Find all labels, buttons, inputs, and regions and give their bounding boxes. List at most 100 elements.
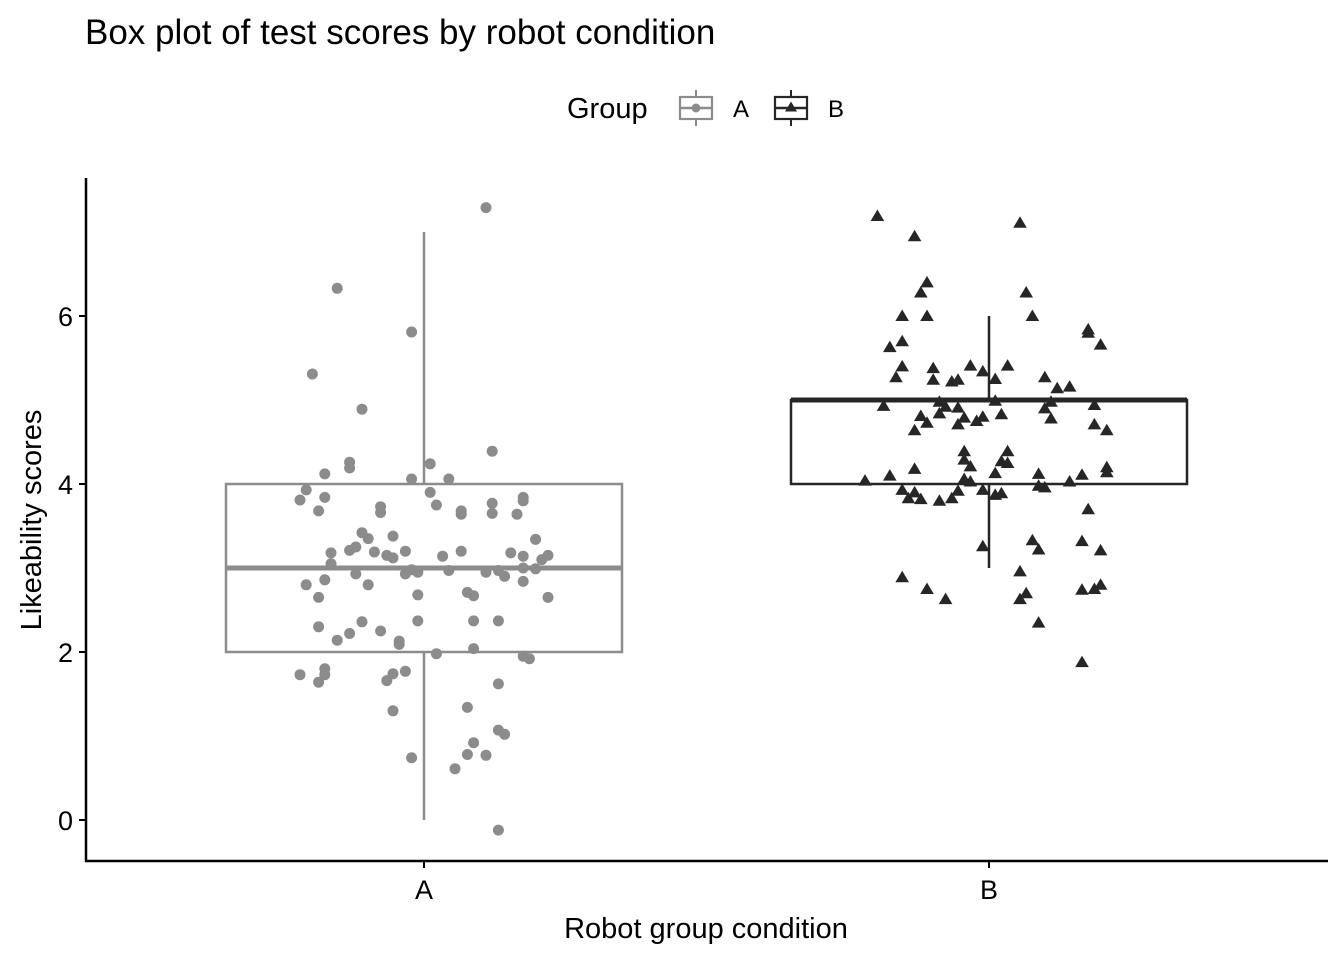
points-group-b [858,209,1114,668]
data-point-b [920,416,934,428]
data-point-b [1093,543,1108,556]
data-point-a [499,570,511,582]
data-point-b [957,453,971,465]
data-point-b [883,469,897,481]
data-point-b [895,570,909,583]
data-point-b [1093,338,1108,350]
data-point-a [306,368,318,380]
data-point-b [1087,398,1102,410]
data-point-b [1019,586,1033,599]
data-point-b [932,395,947,407]
data-point-b [858,474,872,486]
data-point-a [455,508,467,520]
data-point-a [313,505,325,517]
data-point-b [988,372,1002,384]
data-point-a [356,403,368,415]
data-point-b [1075,534,1089,547]
data-point-a [344,628,356,639]
data-point-b [1087,417,1102,430]
data-point-a [399,545,411,557]
data-point-b [920,275,934,288]
data-point-a [517,562,529,574]
legend-key-a-marker [691,103,701,113]
data-point-b [914,409,928,421]
data-point-a [362,533,374,545]
data-point-b [1075,583,1089,595]
data-point-a [300,484,312,496]
data-point-a [350,568,362,580]
data-point-b [895,359,909,372]
data-point-a [536,554,548,566]
points-group-a [294,202,554,836]
data-point-a [387,705,399,717]
data-point-a [530,533,542,545]
data-point-a [319,574,331,586]
data-point-a [468,643,480,655]
data-point-a [313,676,325,688]
data-point-a [486,507,498,519]
data-point-a [381,549,393,561]
data-point-b [895,334,909,347]
data-point-b [1031,467,1046,479]
data-point-a [412,615,424,627]
data-point-b [901,491,916,504]
data-point-b [889,370,903,383]
legend: Group A B [567,90,844,126]
legend-label-a: A [733,96,749,123]
data-point-b [1044,412,1058,424]
data-point-b [1000,444,1015,457]
data-point-a [313,591,325,603]
data-point-b [1000,456,1015,468]
y-tick-label: 2 [58,638,73,668]
data-point-a [300,579,312,591]
data-point-a [387,530,399,542]
data-point-b [920,309,934,321]
data-point-b [895,483,909,495]
data-point-a [542,591,554,603]
box-group-a [224,232,624,820]
data-point-b [1038,370,1052,383]
data-point-b [957,411,971,423]
plot-area [224,202,1189,836]
data-point-b [914,286,928,298]
data-point-b [951,484,965,496]
data-point-a [443,565,455,576]
data-point-a [412,566,424,578]
data-point-a [399,665,411,677]
data-point-b [994,407,1009,420]
data-point-a [468,737,480,749]
data-point-b [988,488,1002,500]
legend-key-b-marker [785,101,797,112]
data-point-b [1044,395,1058,407]
data-point-a [486,445,498,457]
data-point-b [1038,401,1052,414]
data-point-a [412,589,424,601]
data-point-a [319,491,331,503]
data-point-b [1025,309,1040,321]
data-point-a [424,458,436,470]
data-point-b [951,401,965,413]
data-point-b [945,491,959,504]
legend-key-b [773,90,809,126]
data-point-a [492,678,504,690]
data-point-a [480,749,492,761]
data-point-b [976,364,990,377]
y-tick-label: 6 [58,302,73,332]
x-axis-title: Robot group condition [564,913,848,945]
data-point-b [976,410,990,422]
data-point-a [381,675,393,687]
data-point-a [517,495,529,507]
data-point-a [319,468,331,480]
box-b [789,398,1189,486]
data-point-b [951,417,965,430]
data-point-b [870,209,885,221]
data-point-a [461,701,473,713]
data-point-a [406,326,418,338]
data-point-a [517,550,529,562]
data-point-b [938,400,953,412]
data-point-b [988,394,1002,406]
data-point-b [895,309,909,321]
y-axis-title: Likeability scores [16,410,48,631]
data-point-a [325,558,337,570]
